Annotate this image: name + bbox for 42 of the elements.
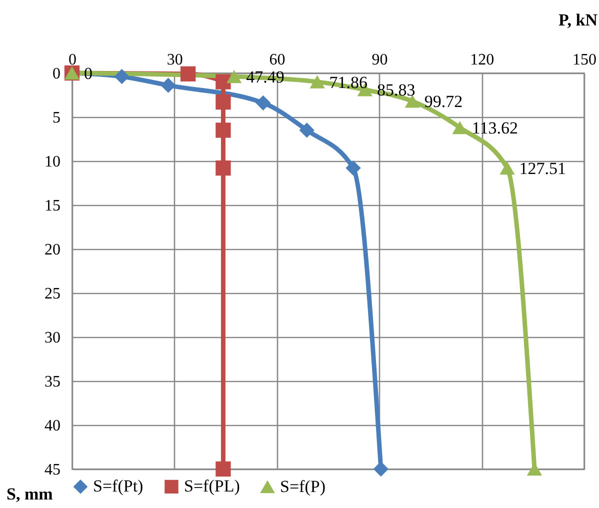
annotation: 85.83 [376, 80, 416, 100]
y-tick-label: 15 [44, 198, 60, 214]
y-tick-label: 30 [44, 330, 60, 346]
annotation: 127.51 [519, 159, 566, 178]
legend-label: S=f(PL) [184, 476, 240, 496]
annotation: 99.72 [424, 92, 463, 112]
x-tick-label: 0 [68, 52, 76, 68]
point [226, 70, 242, 84]
y-tick-label: 20 [44, 242, 60, 258]
point [180, 66, 196, 82]
point [216, 160, 231, 176]
x-tick-label: 150 [572, 52, 596, 68]
point [373, 461, 388, 477]
x-axis-title: P, kN [558, 10, 598, 30]
point [299, 122, 314, 138]
y-tick-label: 25 [44, 286, 60, 302]
point [500, 161, 515, 175]
point [160, 78, 176, 93]
point [256, 95, 271, 111]
legend-label: S=f(Pt) [93, 476, 144, 496]
point [114, 68, 130, 84]
point [216, 122, 231, 138]
y-tick-label: 45 [44, 462, 60, 478]
y-tick-label: 35 [44, 374, 60, 390]
point [346, 160, 361, 176]
y-tick-label: 0 [52, 66, 60, 82]
point [404, 94, 420, 108]
legend-label: S=f(P) [280, 477, 326, 496]
x-tick-label: 60 [269, 52, 286, 68]
point [310, 75, 325, 88]
point [216, 461, 231, 477]
y-tick-label: 5 [52, 110, 60, 126]
x-tick-label: 30 [166, 52, 183, 68]
x-tick-label: 120 [470, 52, 494, 68]
y-tick-label: 10 [44, 154, 60, 170]
point [216, 74, 231, 90]
point [216, 94, 231, 110]
x-tick-label: 90 [372, 52, 388, 68]
point [452, 120, 468, 134]
y-axis-title: S, mm [6, 484, 53, 504]
y-tick-label: 40 [44, 418, 60, 434]
annotation: 113.62 [472, 118, 518, 138]
